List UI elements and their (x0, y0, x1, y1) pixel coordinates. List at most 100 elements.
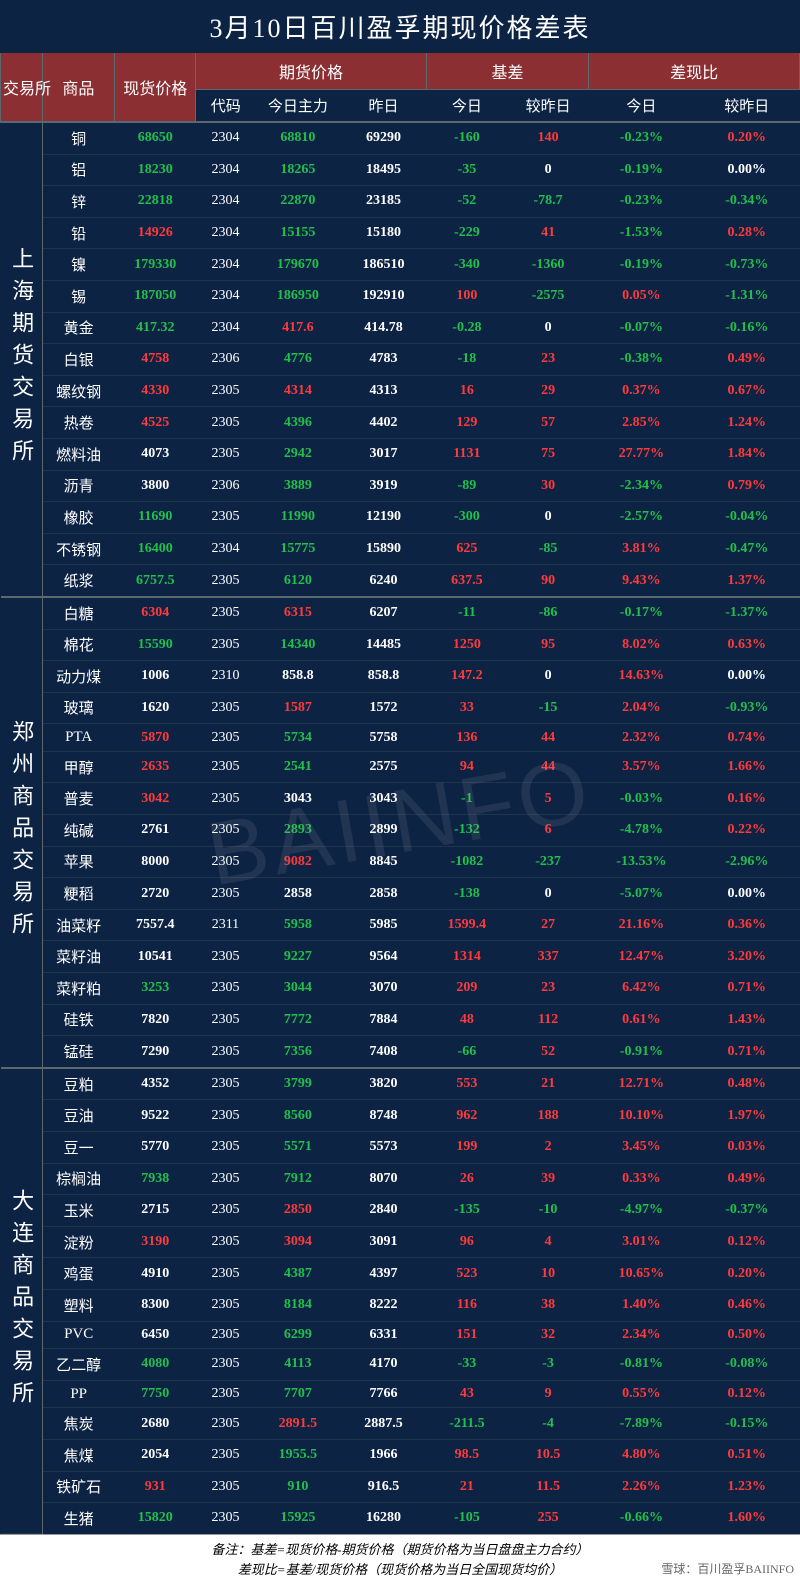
cell-ratio-vs: 0.67% (694, 375, 799, 407)
cell-ratio-vs: 0.48% (694, 1068, 799, 1100)
cell-spot: 4330 (115, 375, 196, 407)
cell-main: 910 (255, 1471, 341, 1503)
cell-prod: 沥青 (42, 470, 114, 502)
cell-ratio-today: 2.26% (589, 1471, 694, 1503)
cell-basis-vs: 30 (507, 470, 588, 502)
hdr-spot: 现货价格 (115, 53, 196, 122)
exchange-name: 大连商品交易所 (1, 1068, 43, 1534)
cell-yday: 5573 (341, 1132, 427, 1164)
cell-basis-vs: 0 (507, 312, 588, 344)
cell-ratio-today: 3.45% (589, 1132, 694, 1164)
cell-spot: 5770 (115, 1132, 196, 1164)
cell-yday: 12190 (341, 502, 427, 534)
cell-code: 2306 (196, 344, 255, 376)
cell-spot: 4080 (115, 1349, 196, 1381)
cell-basis-vs: -86 (507, 597, 588, 629)
cell-prod: 硅铁 (42, 1004, 114, 1036)
cell-ratio-vs: 0.16% (694, 783, 799, 815)
cell-code: 2305 (196, 565, 255, 597)
table-row: 橡胶1169023051199012190-3000-2.57%-0.04% (1, 502, 800, 534)
cell-yday: 15890 (341, 533, 427, 565)
cell-prod: 甲醇 (42, 751, 114, 783)
cell-spot: 15820 (115, 1503, 196, 1534)
cell-yday: 3820 (341, 1068, 427, 1100)
cell-code: 2305 (196, 846, 255, 878)
table-row: 苹果8000230590828845-1082-237-13.53%-2.96% (1, 846, 800, 878)
cell-ratio-today: 10.65% (589, 1258, 694, 1290)
table-row: 玉米2715230528502840-135-10-4.97%-0.37% (1, 1195, 800, 1227)
cell-spot: 8300 (115, 1289, 196, 1321)
table-row: PP77502305770777664390.55%0.12% (1, 1380, 800, 1408)
cell-ratio-vs: 3.20% (694, 941, 799, 973)
cell-code: 2305 (196, 751, 255, 783)
cell-yday: 2887.5 (341, 1408, 427, 1440)
cell-ratio-vs: 0.71% (694, 973, 799, 1005)
cell-code: 2305 (196, 815, 255, 847)
table-row: 棉花15590230514340144851250958.02%0.63% (1, 629, 800, 661)
cell-ratio-today: -4.78% (589, 815, 694, 847)
cell-basis-vs: 337 (507, 941, 588, 973)
hdr-today-main: 今日主力 (255, 90, 341, 123)
cell-code: 2305 (196, 1289, 255, 1321)
hdr-product: 商品 (42, 53, 114, 122)
cell-yday: 23185 (341, 186, 427, 218)
cell-basis-today: 21 (426, 1471, 507, 1503)
cell-main: 2891.5 (255, 1408, 341, 1440)
cell-ratio-today: 21.16% (589, 909, 694, 941)
table-row: 塑料8300230581848222116381.40%0.46% (1, 1289, 800, 1321)
cell-yday: 4170 (341, 1349, 427, 1381)
cell-yday: 1572 (341, 692, 427, 724)
cell-ratio-vs: 0.63% (694, 629, 799, 661)
cell-prod: 豆粕 (42, 1068, 114, 1100)
cell-main: 3044 (255, 973, 341, 1005)
cell-basis-today: 523 (426, 1258, 507, 1290)
cell-ratio-vs: 1.66% (694, 751, 799, 783)
cell-spot: 4758 (115, 344, 196, 376)
cell-basis-vs: 23 (507, 344, 588, 376)
table-row: 铁矿石9312305910916.52111.52.26%1.23% (1, 1471, 800, 1503)
cell-basis-vs: 75 (507, 438, 588, 470)
cell-code: 2305 (196, 1226, 255, 1258)
cell-code: 2305 (196, 1471, 255, 1503)
cell-ratio-today: 1.40% (589, 1289, 694, 1321)
cell-ratio-today: 3.81% (589, 533, 694, 565)
table-row: 黄金417.322304417.6414.78-0.280-0.07%-0.16… (1, 312, 800, 344)
cell-basis-today: 1250 (426, 629, 507, 661)
cell-spot: 7750 (115, 1380, 196, 1408)
cell-ratio-vs: 1.60% (694, 1503, 799, 1534)
cell-spot: 7290 (115, 1036, 196, 1068)
cell-ratio-vs: 0.22% (694, 815, 799, 847)
cell-spot: 5870 (115, 724, 196, 752)
cell-main: 11990 (255, 502, 341, 534)
cell-main: 7707 (255, 1380, 341, 1408)
table-row: 铝1823023041826518495-350-0.19%0.00% (1, 154, 800, 186)
cell-basis-vs: 10.5 (507, 1439, 588, 1471)
cell-basis-today: 147.2 (426, 661, 507, 693)
cell-ratio-today: 27.77% (589, 438, 694, 470)
cell-main: 9082 (255, 846, 341, 878)
cell-prod: 粳稻 (42, 878, 114, 910)
cell-basis-today: -229 (426, 217, 507, 249)
cell-basis-vs: 32 (507, 1321, 588, 1349)
cell-main: 5958 (255, 909, 341, 941)
cell-code: 2304 (196, 312, 255, 344)
table-row: 动力煤10062310858.8858.8147.2014.63%0.00% (1, 661, 800, 693)
table-row: 上海期货交易所铜6865023046881069290-160140-0.23%… (1, 122, 800, 154)
cell-ratio-vs: 0.00% (694, 661, 799, 693)
cell-basis-today: -1 (426, 783, 507, 815)
cell-basis-vs: 140 (507, 122, 588, 154)
cell-main: 4113 (255, 1349, 341, 1381)
cell-ratio-vs: 0.49% (694, 344, 799, 376)
cell-yday: 7766 (341, 1380, 427, 1408)
cell-prod: 苹果 (42, 846, 114, 878)
cell-prod: 焦煤 (42, 1439, 114, 1471)
cell-code: 2304 (196, 533, 255, 565)
cell-code: 2305 (196, 375, 255, 407)
cell-main: 6315 (255, 597, 341, 629)
cell-code: 2304 (196, 122, 255, 154)
cell-main: 4387 (255, 1258, 341, 1290)
cell-yday: 15180 (341, 217, 427, 249)
cell-ratio-vs: 0.46% (694, 1289, 799, 1321)
cell-spot: 18230 (115, 154, 196, 186)
cell-code: 2305 (196, 783, 255, 815)
